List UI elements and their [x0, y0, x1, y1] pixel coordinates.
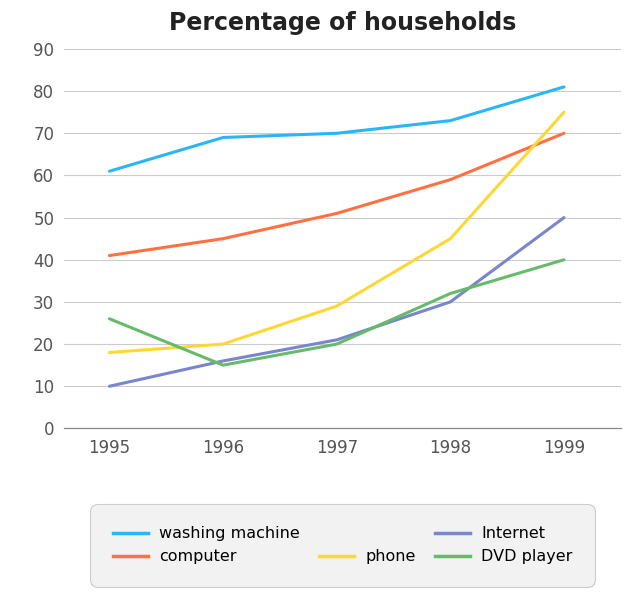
Title: Percentage of households: Percentage of households	[169, 10, 516, 34]
Legend: washing machine, computer, , phone, Internet, DVD player: washing machine, computer, , phone, Inte…	[98, 512, 587, 578]
